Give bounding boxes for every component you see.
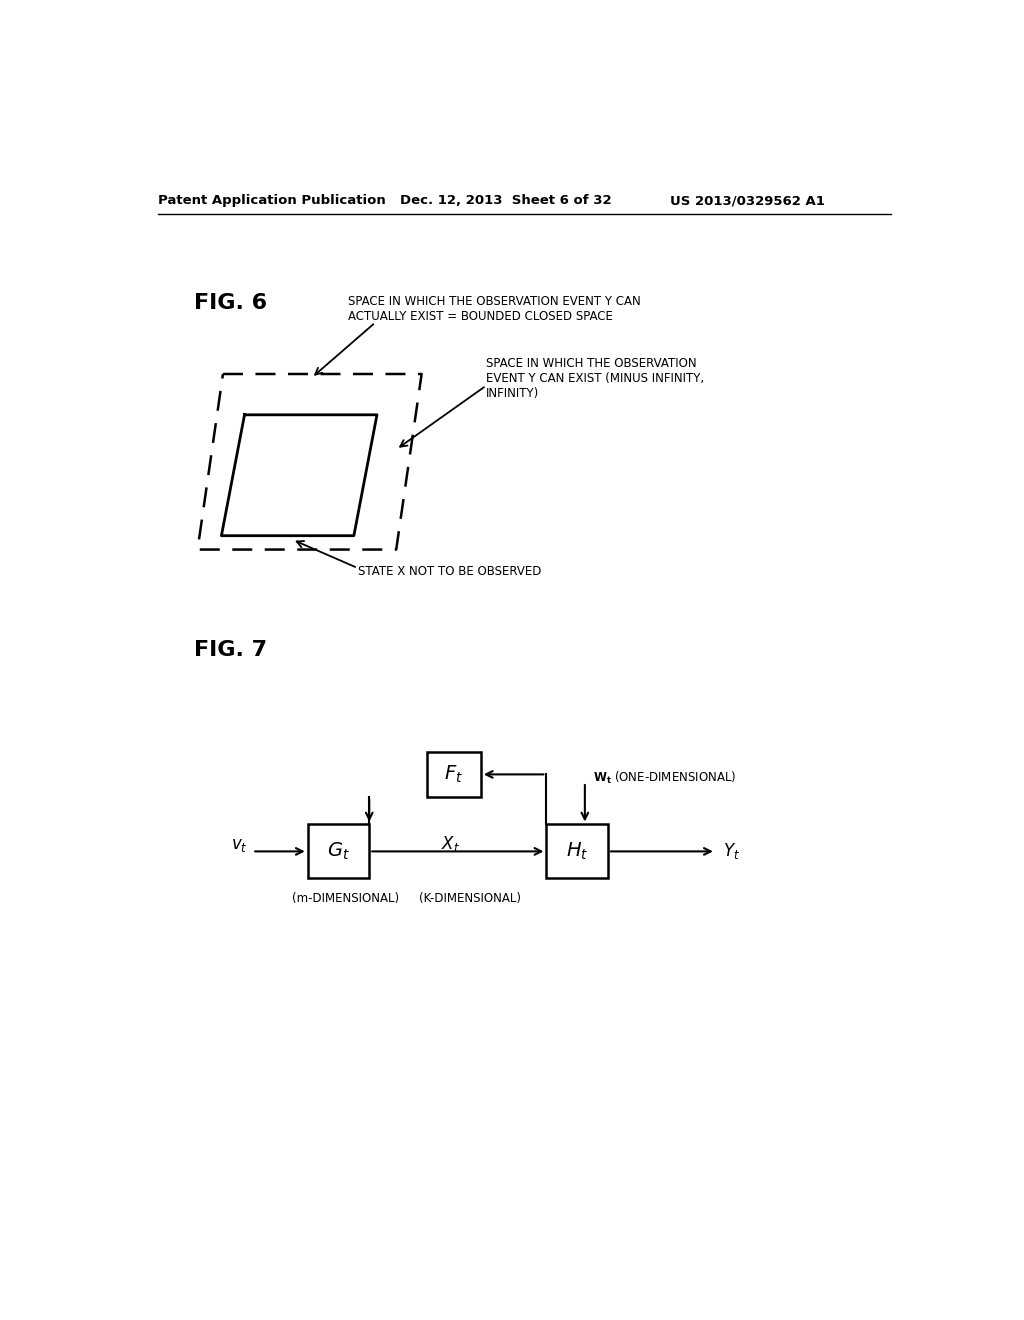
Text: $\mathbf{W}_{\mathbf{t}}$ (ONE-DIMENSIONAL): $\mathbf{W}_{\mathbf{t}}$ (ONE-DIMENSION…: [593, 770, 736, 785]
Text: FIG. 6: FIG. 6: [194, 293, 267, 313]
Text: $\mathit{G}_{\mathit{t}}$: $\mathit{G}_{\mathit{t}}$: [327, 841, 350, 862]
Text: $\mathit{H}_{\mathit{t}}$: $\mathit{H}_{\mathit{t}}$: [566, 841, 589, 862]
Bar: [307, 825, 370, 878]
Text: Patent Application Publication: Patent Application Publication: [159, 194, 386, 207]
Text: $\mathit{Y}_{\mathit{t}}$: $\mathit{Y}_{\mathit{t}}$: [724, 841, 740, 862]
Bar: [427, 752, 481, 797]
Text: SPACE IN WHICH THE OBSERVATION
EVENT Y CAN EXIST (MINUS INFINITY,
INFINITY): SPACE IN WHICH THE OBSERVATION EVENT Y C…: [486, 358, 705, 400]
Text: $\mathit{v}_{\mathit{t}}$: $\mathit{v}_{\mathit{t}}$: [230, 837, 248, 854]
Text: $\mathit{F}_{\mathit{t}}$: $\mathit{F}_{\mathit{t}}$: [444, 764, 464, 785]
Text: (K-DIMENSIONAL): (K-DIMENSIONAL): [419, 892, 521, 906]
Text: (m-DIMENSIONAL): (m-DIMENSIONAL): [292, 892, 399, 906]
Text: Dec. 12, 2013  Sheet 6 of 32: Dec. 12, 2013 Sheet 6 of 32: [400, 194, 611, 207]
Text: SPACE IN WHICH THE OBSERVATION EVENT Y CAN
ACTUALLY EXIST = BOUNDED CLOSED SPACE: SPACE IN WHICH THE OBSERVATION EVENT Y C…: [348, 296, 641, 323]
Bar: [547, 825, 608, 878]
Text: $\mathit{X}_{\mathit{t}}$: $\mathit{X}_{\mathit{t}}$: [440, 834, 460, 854]
Text: FIG. 7: FIG. 7: [194, 640, 267, 660]
Text: US 2013/0329562 A1: US 2013/0329562 A1: [670, 194, 824, 207]
Text: STATE X NOT TO BE OBSERVED: STATE X NOT TO BE OBSERVED: [357, 565, 541, 578]
